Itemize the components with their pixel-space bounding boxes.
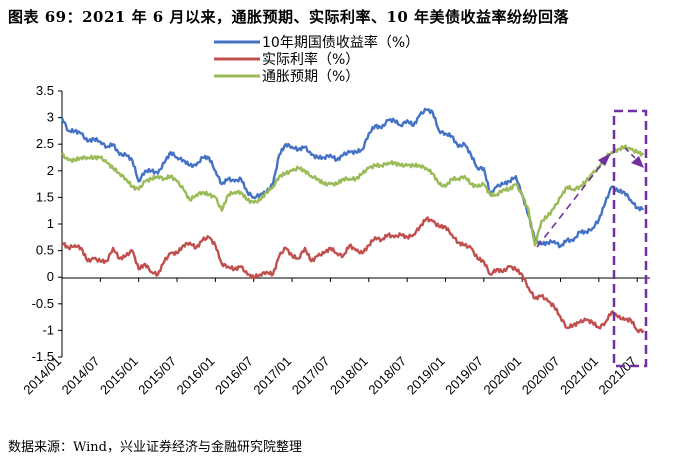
y-tick-label: -1 xyxy=(42,322,54,337)
figure-title: 图表 69：2021 年 6 月以来，通胀预期、实际利率、10 年美债收益率纷纷… xyxy=(8,8,570,26)
x-tick-label: 2019/01 xyxy=(404,354,448,398)
highlight-box xyxy=(612,109,648,368)
series-line-0 xyxy=(60,107,644,249)
annotation-arrow-down xyxy=(624,147,641,164)
annotation-arrowhead-down xyxy=(631,156,644,168)
y-tick-label: 1 xyxy=(47,216,54,231)
legend: 10年期国债收益率（%）实际利率（%）通胀预期（%） xyxy=(214,34,419,85)
y-tick-label: 1.5 xyxy=(36,189,54,204)
x-tick-label: 2018/01 xyxy=(327,354,371,398)
legend-label-0: 10年期国债收益率（%） xyxy=(262,34,419,51)
y-tick-label: 3.5 xyxy=(36,83,54,98)
x-tick-label: 2021/01 xyxy=(557,354,601,398)
legend-label-1: 实际利率（%） xyxy=(262,51,359,68)
plot-area: 3.532.521.510.50-0.5-1-1.52014/012014/07… xyxy=(20,83,650,397)
y-tick-label: -0.5 xyxy=(32,296,54,311)
x-tick-label: 2020/07 xyxy=(519,354,563,398)
x-tick-label: 2015/01 xyxy=(97,354,141,398)
source-note: 数据来源：Wind，兴业证券经济与金融研究院整理 xyxy=(8,440,302,455)
x-tick-label: 2016/01 xyxy=(174,354,218,398)
y-tick-label: 3 xyxy=(47,110,54,125)
x-tick-label: 2020/01 xyxy=(480,354,524,398)
y-tick-label: 2.5 xyxy=(36,136,54,151)
x-tick-label: 2018/07 xyxy=(365,354,409,398)
annotation-layer xyxy=(536,109,648,368)
x-tick-label: 2014/07 xyxy=(59,354,103,398)
x-tick-label: 2017/01 xyxy=(250,354,294,398)
y-tick-label: -1.5 xyxy=(32,349,54,364)
series-line-1 xyxy=(61,216,645,334)
x-tick-label: 2021/07 xyxy=(595,354,639,398)
x-tick-label: 2015/07 xyxy=(135,354,179,398)
legend-label-2: 通胀预期（%） xyxy=(262,69,359,85)
annotation-arrow-up xyxy=(536,155,609,248)
y-tick-label: 0.5 xyxy=(36,243,54,258)
x-tick-label: 2017/07 xyxy=(289,354,333,398)
annotation-arrowhead-up xyxy=(598,153,611,166)
series-line-2 xyxy=(61,144,645,247)
y-tick-label: 0 xyxy=(47,269,54,284)
x-tick-label: 2019/07 xyxy=(442,354,486,398)
x-tick-label: 2016/07 xyxy=(212,354,256,398)
series-layer xyxy=(60,107,645,334)
y-tick-label: 2 xyxy=(47,163,54,178)
